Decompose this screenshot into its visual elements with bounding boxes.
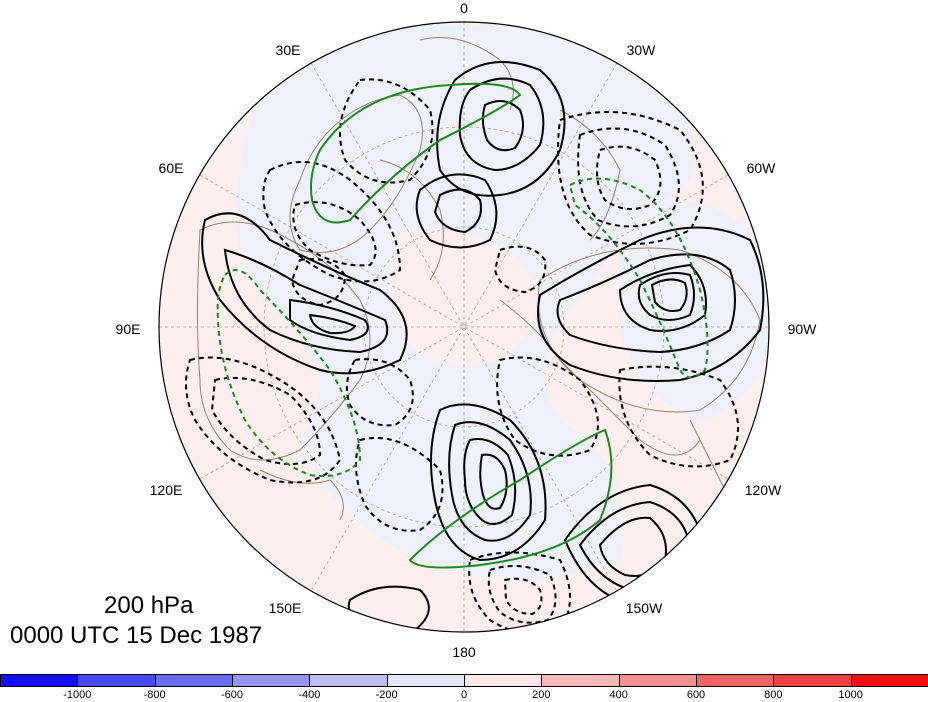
colorbar-segment (77, 674, 156, 687)
longitude-label: 60W (746, 160, 776, 176)
longitude-label: 120W (744, 482, 782, 498)
colorbar-segment (618, 674, 697, 687)
colorbar-tick-label: 800 (764, 689, 783, 701)
colorbar-segment (0, 674, 79, 687)
highlight-contours-dashed (216, 177, 709, 477)
colorbar-tick-label: 0 (460, 689, 468, 701)
colorbar-segment (696, 674, 775, 687)
colorbar-segment (154, 674, 233, 687)
longitude-label: 30E (275, 42, 301, 58)
colorbar-tick-label: 1000 (838, 689, 863, 701)
colorbar-segment (309, 674, 388, 687)
longitude-label: 180 (452, 644, 476, 660)
colorbar-segment (850, 674, 928, 687)
colorbar-segment (386, 674, 465, 687)
longitude-label: 150E (268, 600, 302, 616)
valid-time-title: 0000 UTC 15 Dec 1987 (10, 622, 263, 649)
coastlines (197, 37, 761, 561)
longitude-label: 0 (460, 0, 468, 16)
positive-contours (201, 61, 765, 632)
colorbar-tick-label: 600 (686, 689, 706, 701)
longitude-label: 150W (625, 600, 663, 616)
longitude-label: 90E (115, 321, 141, 337)
colorbar-tick-label: -800 (143, 689, 166, 701)
pressure-level-title: 200 hPa (104, 592, 194, 619)
colorbar-tick-label: -600 (220, 689, 244, 701)
longitude-label: 60E (158, 160, 184, 176)
colorbar: -1000 -800 -600 -400 -200 0 200 400 600 800 1000 (0, 674, 928, 702)
colorbar-segment (232, 674, 311, 687)
longitude-label: 30W (626, 42, 656, 58)
highlight-contours (310, 82, 613, 569)
colorbar-segment (773, 674, 852, 687)
longitude-label: 90W (787, 321, 817, 337)
colorbar-tick-label: -200 (375, 689, 398, 701)
longitude-label: 120E (149, 482, 183, 498)
colorbar-tick-label: 200 (532, 689, 551, 701)
map-boundary (158, 21, 770, 633)
negative-contours (185, 78, 739, 632)
colorbar-segment (541, 674, 620, 687)
colorbar-segment (464, 674, 543, 687)
negative-anomaly-shading (617, 199, 769, 420)
colorbar-tick-label: -1000 (63, 689, 92, 701)
colorbar-tick-label: -400 (298, 689, 321, 701)
colorbar-tick-label: 400 (609, 689, 628, 701)
